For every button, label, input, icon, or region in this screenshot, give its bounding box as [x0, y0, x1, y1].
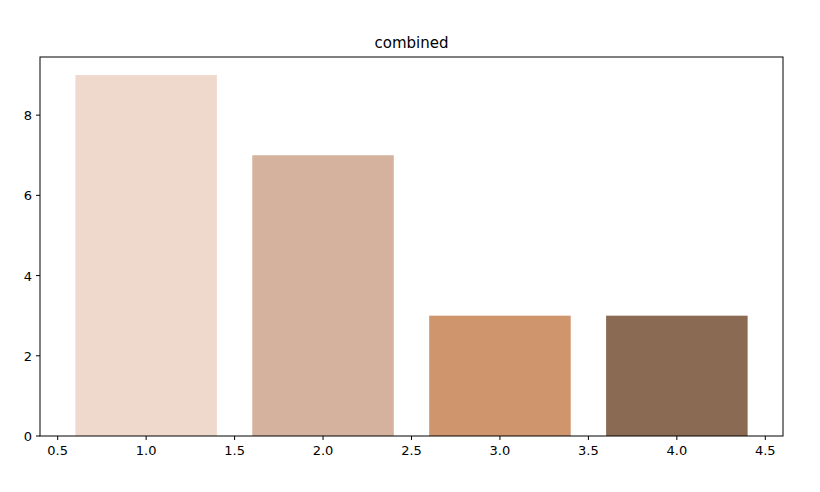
x-tick: [676, 436, 677, 440]
x-tick: [588, 436, 589, 440]
x-tick-label: 3.0: [490, 443, 511, 458]
x-tick-label: 3.5: [578, 443, 599, 458]
x-tick-label: 2.0: [313, 443, 334, 458]
y-tick: [36, 195, 40, 196]
bar: [75, 75, 217, 436]
x-tick-label: 1.5: [224, 443, 245, 458]
x-tick: [323, 436, 324, 440]
bars: [75, 75, 747, 436]
y-tick: [36, 275, 40, 276]
y-tick: [36, 355, 40, 356]
x-tick-label: 2.5: [401, 443, 422, 458]
bar: [252, 155, 394, 436]
y-tick: [36, 436, 40, 437]
x-tick-label: 1.0: [136, 443, 157, 458]
bar: [429, 316, 571, 436]
bar: [606, 316, 748, 436]
page: {"chart_data": {"type": "bar", "title": …: [0, 0, 820, 492]
chart-title: combined: [375, 34, 449, 52]
x-tick: [234, 436, 235, 440]
x-tick: [57, 436, 58, 440]
y-tick-label: 4: [24, 269, 32, 284]
chart-container: 0.5 1.0 1.5 2.0 2.5 3.0 3.5 4.0 4.5 0 2 4 6 8 combined: [0, 0, 820, 492]
y-tick-label: 0: [24, 429, 32, 444]
x-tick: [146, 436, 147, 440]
x-tick-label: 0.5: [47, 443, 68, 458]
plot-frame: [40, 57, 783, 436]
x-tick: [411, 436, 412, 440]
x-tick-label: 4.0: [667, 443, 688, 458]
x-tick-label: 4.5: [755, 443, 776, 458]
chart-svg: 0.5 1.0 1.5 2.0 2.5 3.0 3.5 4.0 4.5 0 2 4 6 8 combined: [0, 0, 820, 492]
x-tick: [765, 436, 766, 440]
y-tick-label: 8: [24, 108, 32, 123]
x-tick: [499, 436, 500, 440]
y-tick: [36, 115, 40, 116]
y-tick-label: 6: [24, 188, 32, 203]
y-tick-label: 2: [24, 349, 32, 364]
